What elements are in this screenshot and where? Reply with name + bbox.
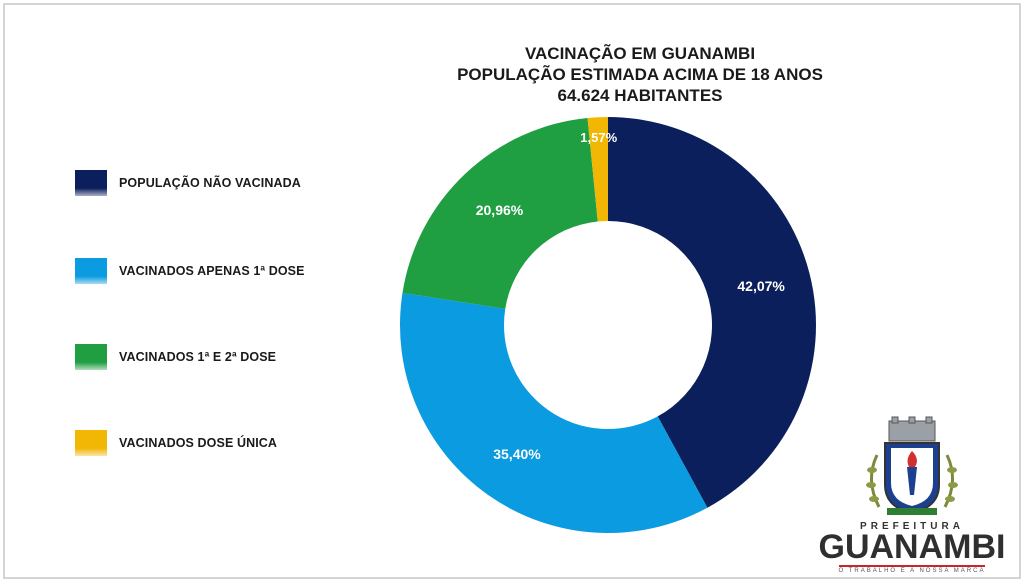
coat-of-arms-icon bbox=[866, 416, 958, 515]
title-line-1: VACINAÇÃO EM GUANAMBI bbox=[524, 44, 756, 63]
data-label: 1,57% bbox=[580, 130, 617, 145]
chart-title: VACINAÇÃO EM GUANAMBI POPULAÇÃO ESTIMADA… bbox=[405, 43, 875, 106]
legend-label: VACINADOS 1ª E 2ª DOSE bbox=[119, 350, 277, 364]
donut-chart: 42,07% 35,40% 20,96% 1,57% bbox=[399, 117, 817, 533]
slice-nao-vacinada bbox=[608, 117, 817, 508]
legend-swatch bbox=[75, 344, 107, 370]
logo-city-name: GUANAMBI bbox=[818, 528, 1006, 566]
legend-item-primeira-dose: VACINADOS APENAS 1ª DOSE bbox=[75, 258, 305, 284]
legend-item-dose-unica: VACINADOS DOSE ÚNICA bbox=[75, 430, 277, 456]
prefeitura-logo: PREFEITURA GUANAMBI O TRABALHO É A NOSSA… bbox=[817, 415, 1007, 580]
data-label: 35,40% bbox=[493, 446, 541, 462]
slide-frame: VACINAÇÃO EM GUANAMBI POPULAÇÃO ESTIMADA… bbox=[3, 3, 1021, 579]
logo-divider bbox=[839, 565, 985, 567]
legend-item-segunda-dose: VACINADOS 1ª E 2ª DOSE bbox=[75, 344, 276, 370]
logo-prefeitura-text: PREFEITURA bbox=[860, 521, 964, 532]
legend-label: VACINADOS APENAS 1ª DOSE bbox=[119, 264, 305, 278]
legend-swatch bbox=[75, 170, 107, 196]
legend-label: VACINADOS DOSE ÚNICA bbox=[119, 436, 278, 450]
legend-item-nao-vacinada: POPULAÇÃO NÃO VACINADA bbox=[75, 170, 301, 196]
slice-dose-unica bbox=[587, 117, 608, 222]
title-line-2: POPULAÇÃO ESTIMADA ACIMA DE 18 ANOS bbox=[457, 65, 823, 84]
logo-slogan: O TRABALHO É A NOSSA MARCA bbox=[838, 568, 986, 574]
data-label: 42,07% bbox=[737, 278, 785, 294]
legend-label: POPULAÇÃO NÃO VACINADA bbox=[119, 176, 301, 190]
legend-swatch bbox=[75, 258, 107, 284]
data-label: 20,96% bbox=[476, 202, 524, 218]
title-line-3: 64.624 HABITANTES bbox=[557, 86, 723, 105]
legend-swatch bbox=[75, 430, 107, 456]
slice-segunda-dose bbox=[402, 118, 598, 309]
slice-primeira-dose bbox=[399, 292, 708, 533]
